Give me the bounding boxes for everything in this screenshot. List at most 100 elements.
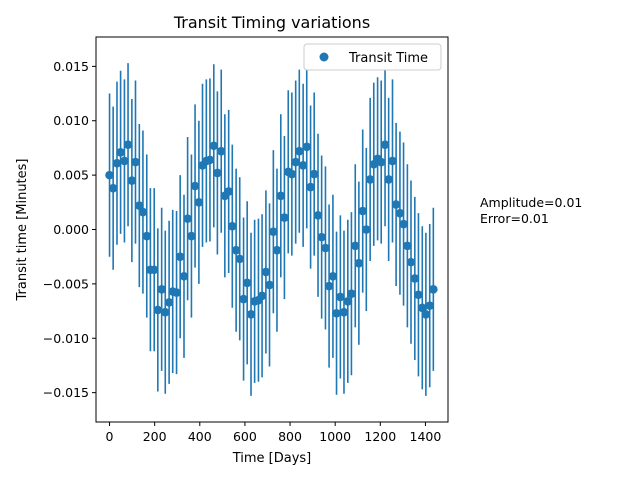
data-point	[407, 258, 416, 267]
data-point	[128, 176, 137, 185]
data-point	[265, 281, 274, 290]
y-tick-label: 0.010	[53, 113, 89, 128]
data-point	[180, 272, 189, 281]
data-point	[183, 214, 192, 223]
y-tick-label: −0.010	[43, 331, 89, 346]
data-point	[347, 289, 356, 298]
plot-area	[105, 63, 437, 396]
data-point	[150, 265, 159, 274]
data-point	[209, 141, 218, 150]
data-point	[176, 252, 185, 261]
data-point	[351, 242, 360, 251]
x-tick-label: 0	[106, 429, 114, 444]
data-point	[425, 301, 434, 310]
data-point	[228, 222, 237, 231]
y-tick-label: 0.005	[53, 168, 89, 183]
data-point	[336, 293, 345, 302]
data-point	[269, 227, 278, 236]
data-point	[381, 140, 390, 149]
data-point	[113, 159, 122, 168]
data-point	[206, 156, 215, 165]
y-axis-label: Transit time [Minutes]	[15, 158, 30, 301]
data-point	[403, 242, 412, 251]
data-point	[392, 200, 401, 209]
x-tick-label: 400	[188, 429, 212, 444]
data-point	[131, 158, 140, 167]
data-point	[288, 170, 297, 179]
data-point	[329, 272, 338, 281]
data-point	[366, 175, 375, 184]
data-point	[277, 191, 286, 200]
data-point	[187, 232, 196, 241]
data-point	[195, 198, 204, 207]
data-point	[388, 157, 397, 166]
data-point	[165, 298, 174, 307]
data-point	[299, 161, 308, 170]
data-point	[332, 309, 341, 318]
data-point	[105, 171, 114, 180]
data-point	[161, 308, 170, 317]
data-point	[384, 175, 393, 184]
y-tick-label: 0.015	[53, 59, 89, 74]
data-point	[302, 143, 311, 152]
amplitude-text: Amplitude=0.01	[480, 195, 582, 210]
data-point	[344, 297, 353, 306]
legend-label: Transit Time	[348, 51, 428, 66]
data-point	[247, 310, 256, 319]
x-tick-label: 1000	[319, 429, 351, 444]
error-text: Error=0.01	[480, 211, 549, 226]
data-point	[213, 169, 222, 178]
data-point	[396, 209, 405, 218]
data-point	[414, 290, 423, 299]
x-axis-label: Time [Days]	[232, 451, 312, 466]
data-point	[355, 259, 364, 268]
data-point	[422, 310, 431, 319]
data-point	[191, 182, 200, 191]
data-point	[120, 157, 129, 166]
data-point	[172, 288, 181, 297]
data-point	[358, 207, 367, 216]
data-point	[258, 292, 267, 301]
data-point	[280, 213, 289, 222]
data-point	[139, 208, 148, 217]
legend-marker	[320, 53, 329, 62]
data-point	[314, 211, 323, 220]
x-tick-label: 1200	[364, 429, 396, 444]
data-point	[109, 184, 118, 193]
data-point	[429, 285, 438, 294]
data-point	[239, 295, 248, 304]
data-point	[116, 148, 125, 157]
data-point	[142, 232, 151, 241]
x-tick-label: 200	[143, 429, 167, 444]
data-point	[340, 308, 349, 317]
data-point	[399, 220, 408, 229]
data-point	[321, 244, 330, 253]
data-point	[243, 278, 252, 287]
data-point	[325, 282, 334, 291]
x-tick-label: 600	[233, 429, 257, 444]
data-point	[124, 140, 133, 149]
chart-title: Transit Timing variations	[173, 13, 370, 32]
data-point	[154, 306, 163, 315]
x-tick-label: 1400	[410, 429, 442, 444]
data-point	[273, 246, 282, 255]
y-tick-label: −0.005	[43, 276, 89, 291]
data-point	[235, 255, 244, 264]
y-tick-label: 0.000	[53, 222, 89, 237]
data-point	[224, 187, 233, 196]
data-point	[317, 233, 326, 242]
data-point	[306, 183, 315, 192]
data-point	[217, 147, 226, 156]
data-point	[377, 158, 386, 167]
data-point	[232, 246, 241, 255]
data-point	[262, 268, 271, 277]
data-point	[310, 170, 319, 179]
data-point	[411, 274, 420, 283]
data-point	[291, 158, 300, 167]
x-tick-label: 800	[278, 429, 302, 444]
data-point	[157, 285, 166, 294]
legend: Transit Time	[304, 44, 441, 70]
y-tick-label: −0.015	[43, 385, 89, 400]
data-point	[362, 225, 371, 234]
